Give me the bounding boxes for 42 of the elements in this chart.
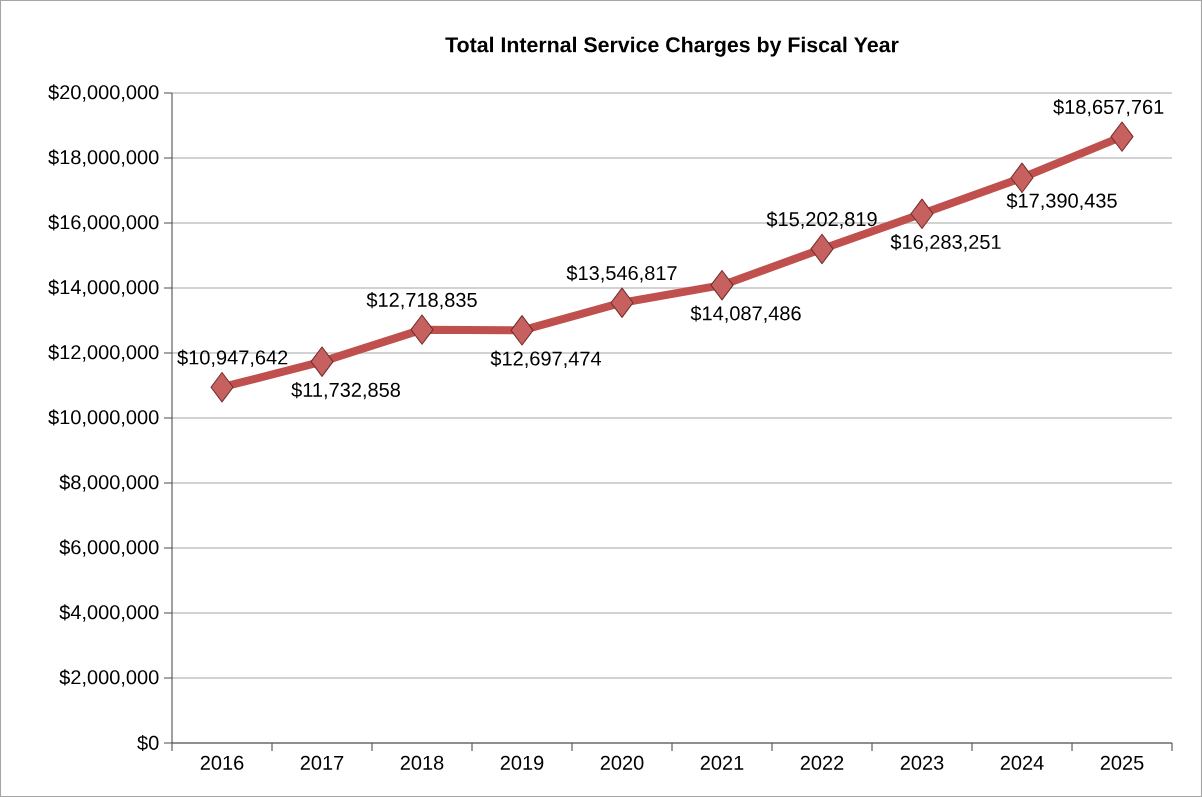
y-tick-label: $10,000,000 [48, 409, 159, 427]
data-label: $12,697,474 [490, 350, 602, 368]
y-tick-label: $20,000,000 [48, 84, 159, 102]
point [1010, 162, 1034, 194]
point [810, 233, 834, 265]
point [910, 198, 934, 229]
y-tick-label: $0 [137, 734, 159, 752]
x-tick-label: 2023 [900, 755, 944, 770]
data-label: $15,202,819 [766, 211, 877, 229]
point [410, 314, 434, 345]
point [610, 287, 634, 318]
data-label: $12,718,835 [366, 292, 477, 310]
x-tick-label: 2016 [200, 755, 244, 770]
data-label: $10,947,642 [177, 349, 288, 367]
x-tick-label: 2024 [1000, 755, 1044, 770]
point [510, 315, 534, 346]
y-tick-label: $6,000,000 [59, 539, 159, 557]
x-tick-label: 2021 [700, 755, 744, 770]
x-tick-label: 2025 [1100, 755, 1144, 770]
chart-title: Total Internal Service Charges by Fiscal Year [445, 36, 899, 57]
data-label: $14,087,486 [690, 305, 801, 323]
point [210, 371, 234, 403]
point [310, 346, 334, 377]
data-label: $18,657,761 [1053, 98, 1164, 117]
y-tick-label: $2,000,000 [59, 669, 159, 687]
x-tick-label: 2017 [300, 755, 344, 770]
x-tick-label: 2019 [500, 755, 544, 770]
y-tick-label: $4,000,000 [59, 604, 159, 622]
x-tick-label: 2018 [400, 755, 444, 770]
data-label: $16,283,251 [890, 234, 1001, 252]
data-label: $17,390,435 [1006, 192, 1117, 211]
x-tick-label: 2022 [800, 755, 844, 770]
y-tick-label: $14,000,000 [48, 279, 159, 297]
data-label: $13,546,817 [566, 265, 677, 283]
x-tick-label: 2020 [600, 755, 644, 770]
y-tick-label: $8,000,000 [59, 474, 159, 492]
y-tick-label: $12,000,000 [48, 344, 159, 362]
y-tick-label: $16,000,000 [48, 214, 159, 232]
point [1110, 121, 1134, 152]
point [710, 269, 734, 301]
data-label: $11,732,858 [291, 381, 400, 400]
y-tick-label: $18,000,000 [48, 149, 159, 167]
